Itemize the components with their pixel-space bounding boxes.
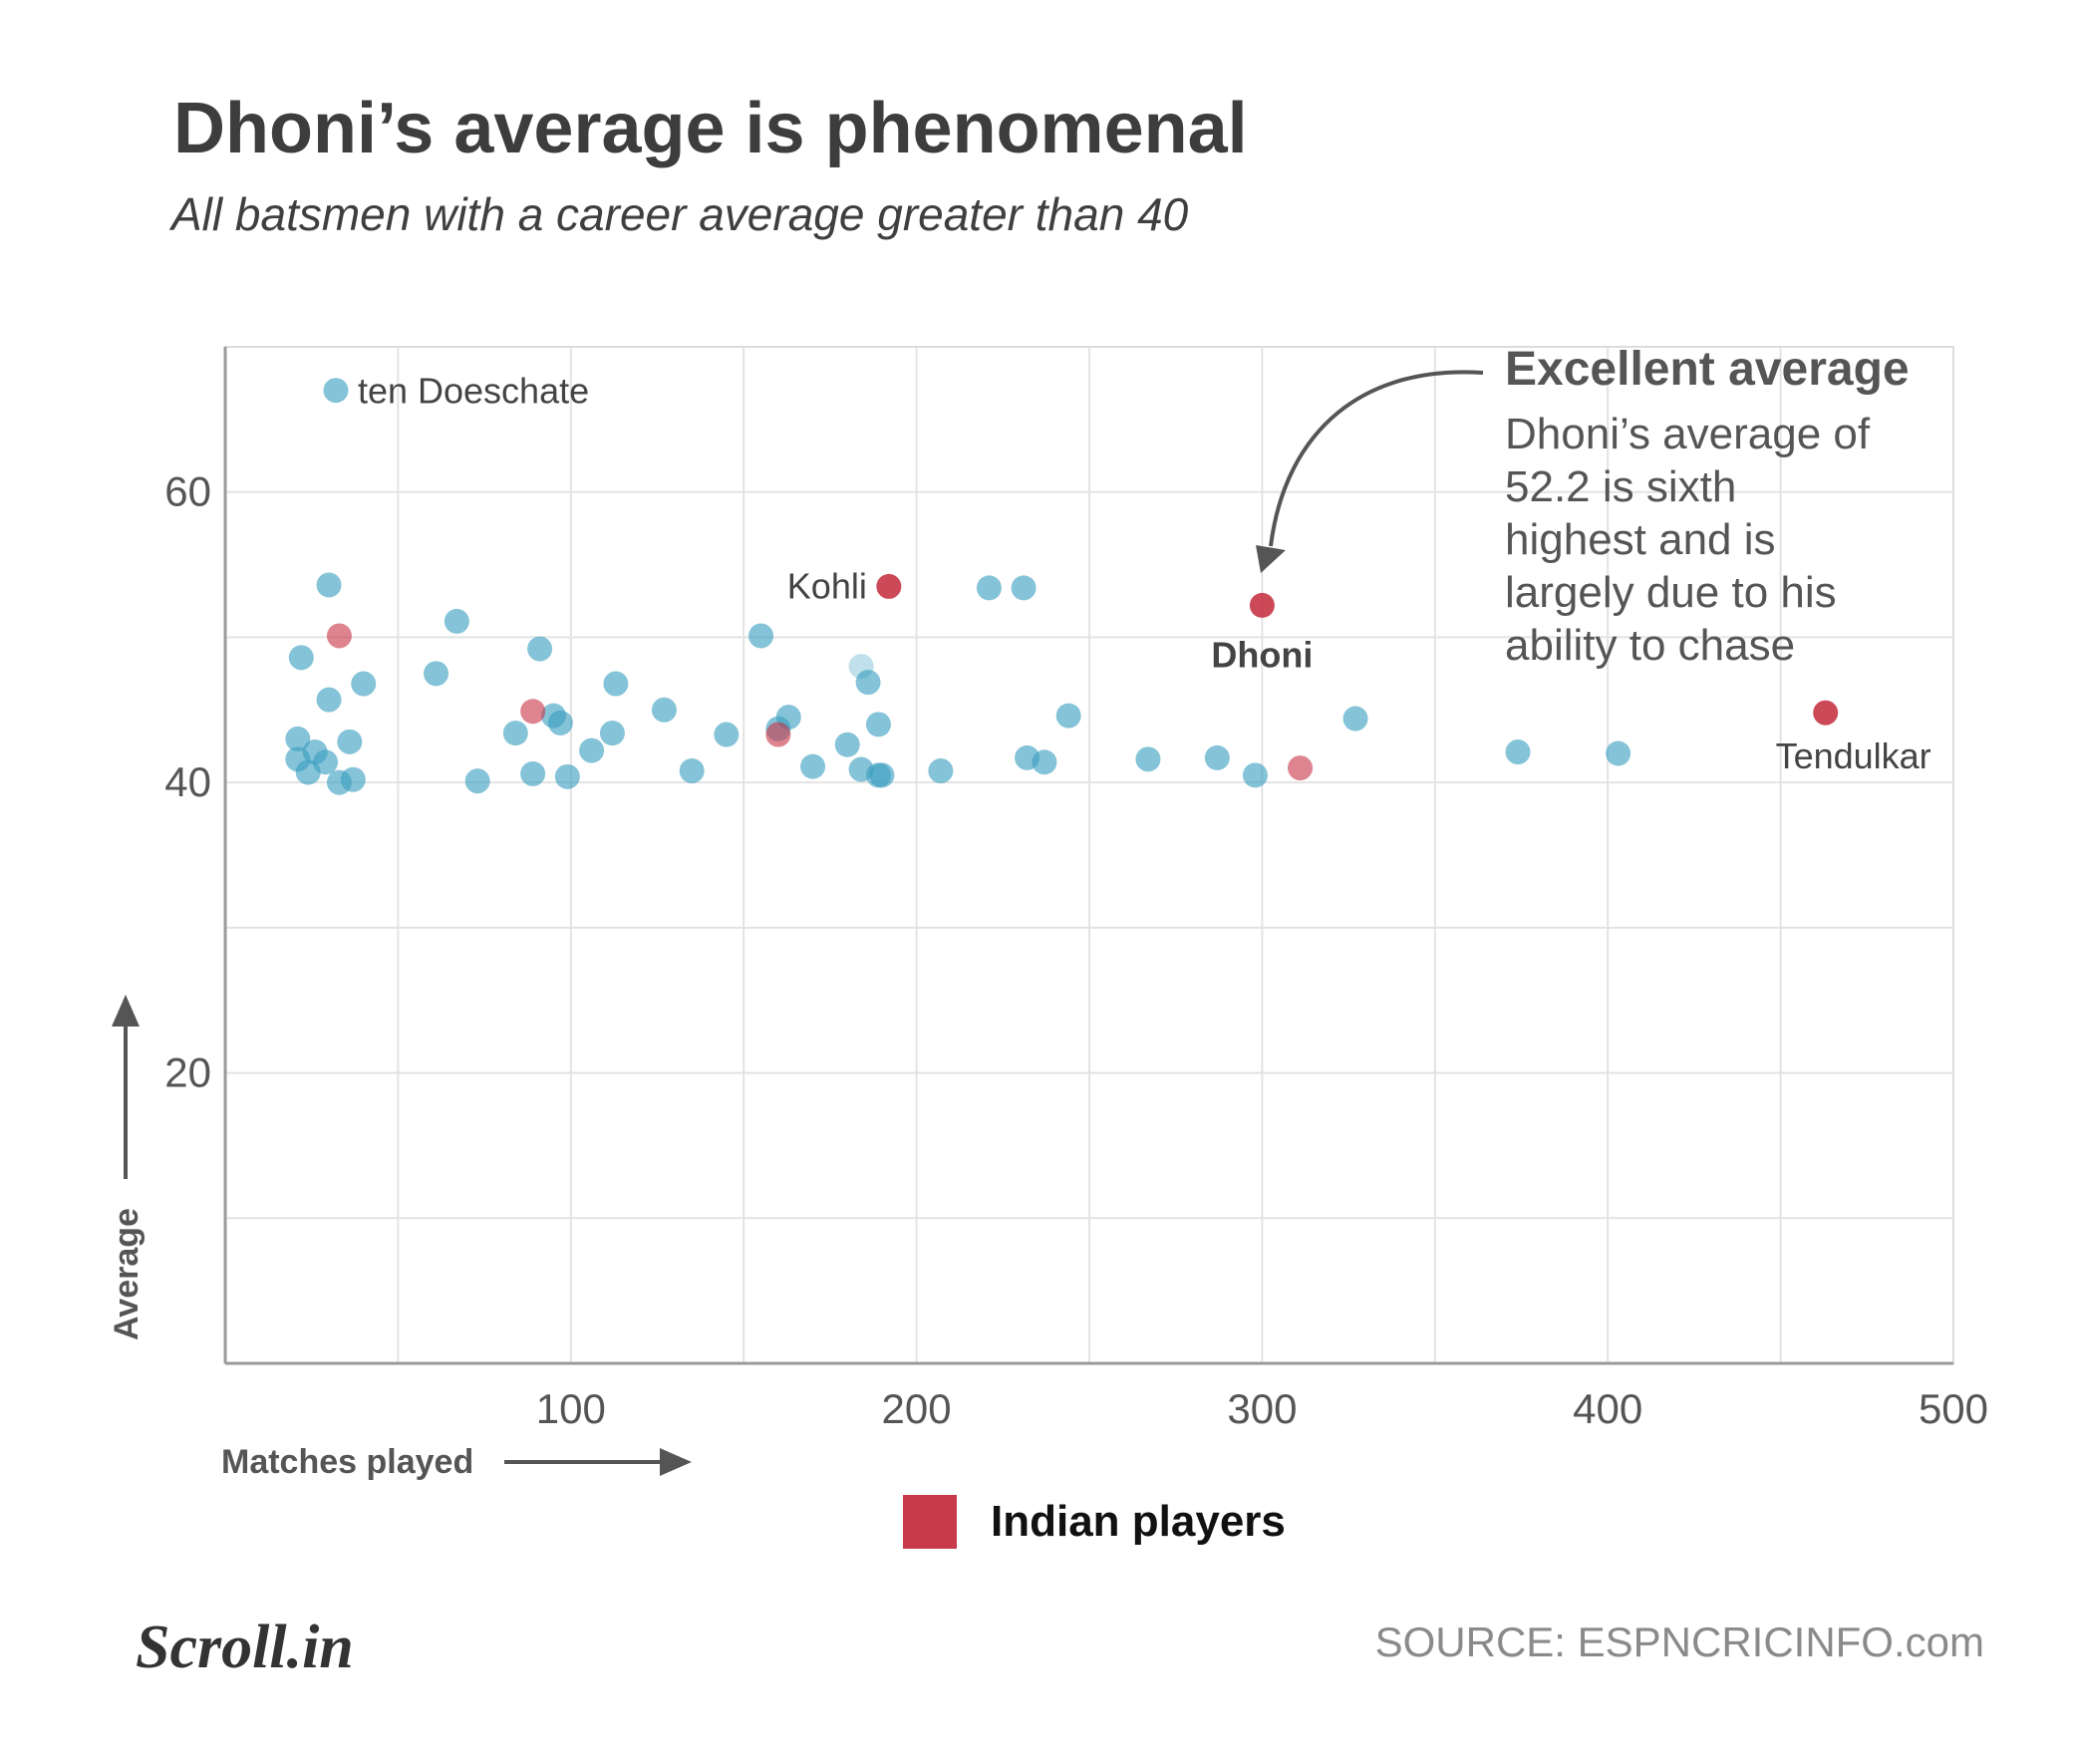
annotation-arrowhead <box>1256 545 1286 573</box>
data-point-other <box>855 670 881 696</box>
x-tick-label: 300 <box>1227 1385 1297 1432</box>
point-label: Kohli <box>787 565 867 606</box>
annotation-body-line: 52.2 is sixth <box>1505 462 1736 511</box>
data-point-other <box>520 760 546 786</box>
annotation-body-line: Dhoni’s average of <box>1505 410 1871 458</box>
data-point-other <box>1342 706 1368 732</box>
data-point-other <box>444 608 469 634</box>
y-tick-label: 40 <box>164 758 211 805</box>
data-point-indian <box>1813 700 1839 726</box>
data-point-other <box>679 757 705 783</box>
data-point-other <box>928 757 954 783</box>
x-tick-labels: 100 200 300 400 500 <box>536 1385 1988 1432</box>
data-point-other <box>865 712 891 737</box>
annotation-body-line: ability to chase <box>1505 621 1795 670</box>
y-tick-label: 20 <box>164 1049 211 1096</box>
legend-swatch-indian <box>903 1495 957 1549</box>
data-point-other <box>869 762 895 788</box>
x-tick-label: 200 <box>882 1385 952 1432</box>
x-tick-label: 100 <box>536 1385 606 1432</box>
data-point-other <box>651 697 677 723</box>
point-label: Dhoni <box>1211 634 1313 675</box>
data-point-other <box>1606 740 1631 766</box>
data-point-other <box>834 732 860 757</box>
x-axis-label: Matches played <box>221 1443 473 1481</box>
data-point-other <box>603 671 629 697</box>
data-point-other <box>288 645 314 671</box>
data-point-other <box>351 671 377 697</box>
data-point-other <box>1055 703 1081 729</box>
legend: Indian players <box>903 1495 1286 1549</box>
data-point-indian <box>876 573 902 599</box>
x-tick-label: 400 <box>1573 1385 1642 1432</box>
data-point-indian <box>1249 592 1275 618</box>
annotation: Excellent average Dhoni’s average of52.2… <box>1256 343 1910 670</box>
data-point-other <box>714 722 740 747</box>
data-point-indian <box>520 699 546 725</box>
data-point-other <box>1505 739 1531 765</box>
data-point-other <box>547 710 573 735</box>
x-tick-label: 500 <box>1919 1385 1988 1432</box>
source-note: SOURCE: ESPNCRICINFO.com <box>1374 1618 1984 1665</box>
annotation-body-line: highest and is <box>1505 515 1776 564</box>
legend-label: Indian players <box>991 1497 1286 1546</box>
grid-lines <box>223 346 1954 1365</box>
data-point-other <box>316 572 342 598</box>
data-point-other <box>1011 575 1037 601</box>
data-point-other <box>502 721 528 746</box>
y-axis-arrowhead <box>112 995 140 1027</box>
data-point-other <box>527 636 553 662</box>
data-point-other <box>599 721 625 746</box>
data-points <box>285 378 1839 795</box>
y-tick-labels: 20 40 60 <box>164 468 211 1096</box>
data-point-other <box>554 763 580 789</box>
data-point-other <box>464 768 490 794</box>
data-point-other <box>1032 749 1057 775</box>
scroll-logo[interactable]: Scroll.in <box>136 1614 354 1681</box>
annotation-body-line: largely due to his <box>1505 568 1837 617</box>
data-point-other <box>337 729 363 754</box>
data-point-other <box>1242 762 1268 788</box>
point-label: Tendulkar <box>1776 735 1931 776</box>
data-point-other <box>340 766 366 792</box>
data-point-other <box>1135 746 1161 772</box>
data-point-other <box>579 737 605 763</box>
annotation-heading: Excellent average <box>1505 343 1910 396</box>
y-tick-label: 60 <box>164 468 211 515</box>
data-point-other <box>285 726 311 751</box>
data-point-other <box>748 623 774 649</box>
point-labels: Kohli Dhoni Tendulkar ten Doeschate <box>358 371 1931 776</box>
data-point-other <box>976 575 1002 601</box>
y-axis-label: Average <box>108 1208 146 1340</box>
point-label: ten Doeschate <box>358 371 589 412</box>
data-point-other <box>316 687 342 713</box>
y-axis-title-group: Average <box>108 995 146 1340</box>
data-point-other <box>1204 744 1230 770</box>
data-point-other <box>800 753 826 779</box>
data-point-indian <box>1288 755 1314 781</box>
chart-subtitle: All batsmen with a career average greate… <box>171 188 1189 240</box>
data-point-other <box>323 378 349 404</box>
data-point-indian <box>326 623 352 649</box>
x-axis-title-group: Matches played <box>221 1443 692 1481</box>
chart-title: Dhoni’s average is phenomenal <box>173 89 1248 168</box>
x-axis-arrowhead <box>660 1448 692 1476</box>
data-point-other <box>424 661 449 687</box>
data-point-indian <box>765 722 791 747</box>
annotation-arrow <box>1269 370 1484 547</box>
data-point-other <box>295 759 321 785</box>
